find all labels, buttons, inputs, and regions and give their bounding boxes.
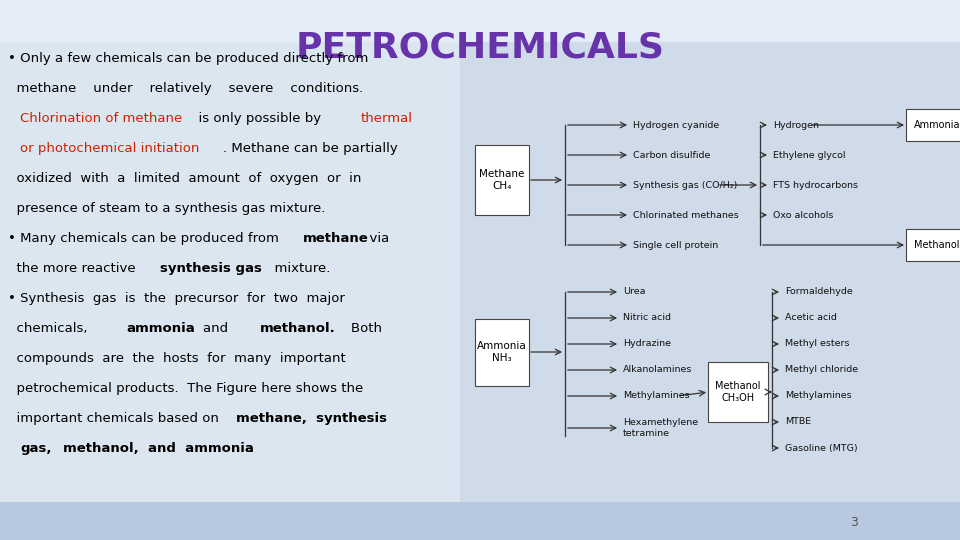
Text: Methanol: Methanol [914,240,960,250]
Text: Chlorinated methanes: Chlorinated methanes [633,211,739,219]
Text: 3: 3 [850,516,858,529]
Text: Chlorination of methane: Chlorination of methane [20,112,182,125]
Text: . Methane can be partially: . Methane can be partially [223,142,397,155]
Text: Gasoline (MTG): Gasoline (MTG) [785,443,857,453]
Bar [0,502,960,540]
Text: Urea: Urea [623,287,645,296]
FancyBboxPatch shape [475,145,529,215]
FancyBboxPatch shape [906,229,960,261]
Text: or photochemical initiation: or photochemical initiation [20,142,200,155]
Text: presence of steam to a synthesis gas mixture.: presence of steam to a synthesis gas mix… [8,202,325,215]
Bar [460,42,960,502]
Text: petrochemical products.  The Figure here shows the: petrochemical products. The Figure here … [8,382,363,395]
Text: Methane
CH₄: Methane CH₄ [479,169,525,191]
Text: methane,  synthesis: methane, synthesis [236,412,387,425]
Text: thermal: thermal [361,112,413,125]
Text: the more reactive: the more reactive [8,262,144,275]
Text: Ammonia
NH₃: Ammonia NH₃ [477,341,527,363]
Text: Synthesis gas (CO/H₂): Synthesis gas (CO/H₂) [633,180,737,190]
Text: Hydrazine: Hydrazine [623,340,671,348]
Text: Hydrogen: Hydrogen [773,120,819,130]
Text: via: via [361,232,389,245]
Bar [0,42,460,502]
Text: mixture.: mixture. [266,262,330,275]
Text: synthesis gas: synthesis gas [160,262,262,275]
Text: Hexamethylene
tetramine: Hexamethylene tetramine [623,418,698,438]
Text: .: . [248,442,252,455]
Text: methane    under    relatively    severe    conditions.: methane under relatively severe conditio… [8,82,363,95]
Text: ammonia: ammonia [126,322,195,335]
Text: compounds  are  the  hosts  for  many  important: compounds are the hosts for many importa… [8,352,346,365]
Text: Nitric acid: Nitric acid [623,314,671,322]
FancyBboxPatch shape [906,109,960,141]
Text: oxidized  with  a  limited  amount  of  oxygen  or  in: oxidized with a limited amount of oxygen… [8,172,361,185]
Text: Hydrogen cyanide: Hydrogen cyanide [633,120,719,130]
Text: Single cell protein: Single cell protein [633,240,718,249]
FancyBboxPatch shape [708,362,768,422]
Text: gas,: gas, [20,442,52,455]
Text: • Synthesis  gas  is  the  precursor  for  two  major: • Synthesis gas is the precursor for two… [8,292,345,305]
Text: Carbon disulfide: Carbon disulfide [633,151,710,159]
Text: Methylamines: Methylamines [623,392,689,401]
Text: • Many chemicals can be produced from: • Many chemicals can be produced from [8,232,287,245]
Text: methane: methane [303,232,369,245]
Text: • Only a few chemicals can be produced directly from: • Only a few chemicals can be produced d… [8,52,369,65]
Text: Methyl esters: Methyl esters [785,340,850,348]
Text: Methylamines: Methylamines [785,392,852,401]
Text: Methyl chloride: Methyl chloride [785,366,858,375]
Text: important chemicals based on: important chemicals based on [8,412,228,425]
Text: Ethylene glycol: Ethylene glycol [773,151,846,159]
Text: Both: Both [334,322,382,335]
Text: Formaldehyde: Formaldehyde [785,287,852,296]
Text: methanol,  and  ammonia: methanol, and ammonia [63,442,253,455]
Text: MTBE: MTBE [785,417,811,427]
Text: Acetic acid: Acetic acid [785,314,837,322]
Text: FTS hydrocarbons: FTS hydrocarbons [773,180,858,190]
Text: and: and [186,322,245,335]
Text: methanol.: methanol. [260,322,336,335]
Text: Methanol
CH₃OH: Methanol CH₃OH [715,381,760,403]
Text: Oxo alcohols: Oxo alcohols [773,211,833,219]
Text: Alkanolamines: Alkanolamines [623,366,692,375]
Text: Ammonia: Ammonia [914,120,960,130]
FancyBboxPatch shape [475,319,529,386]
Text: is only possible by: is only possible by [190,112,329,125]
Text: chemicals,: chemicals, [8,322,105,335]
Text: PETROCHEMICALS: PETROCHEMICALS [296,30,664,64]
